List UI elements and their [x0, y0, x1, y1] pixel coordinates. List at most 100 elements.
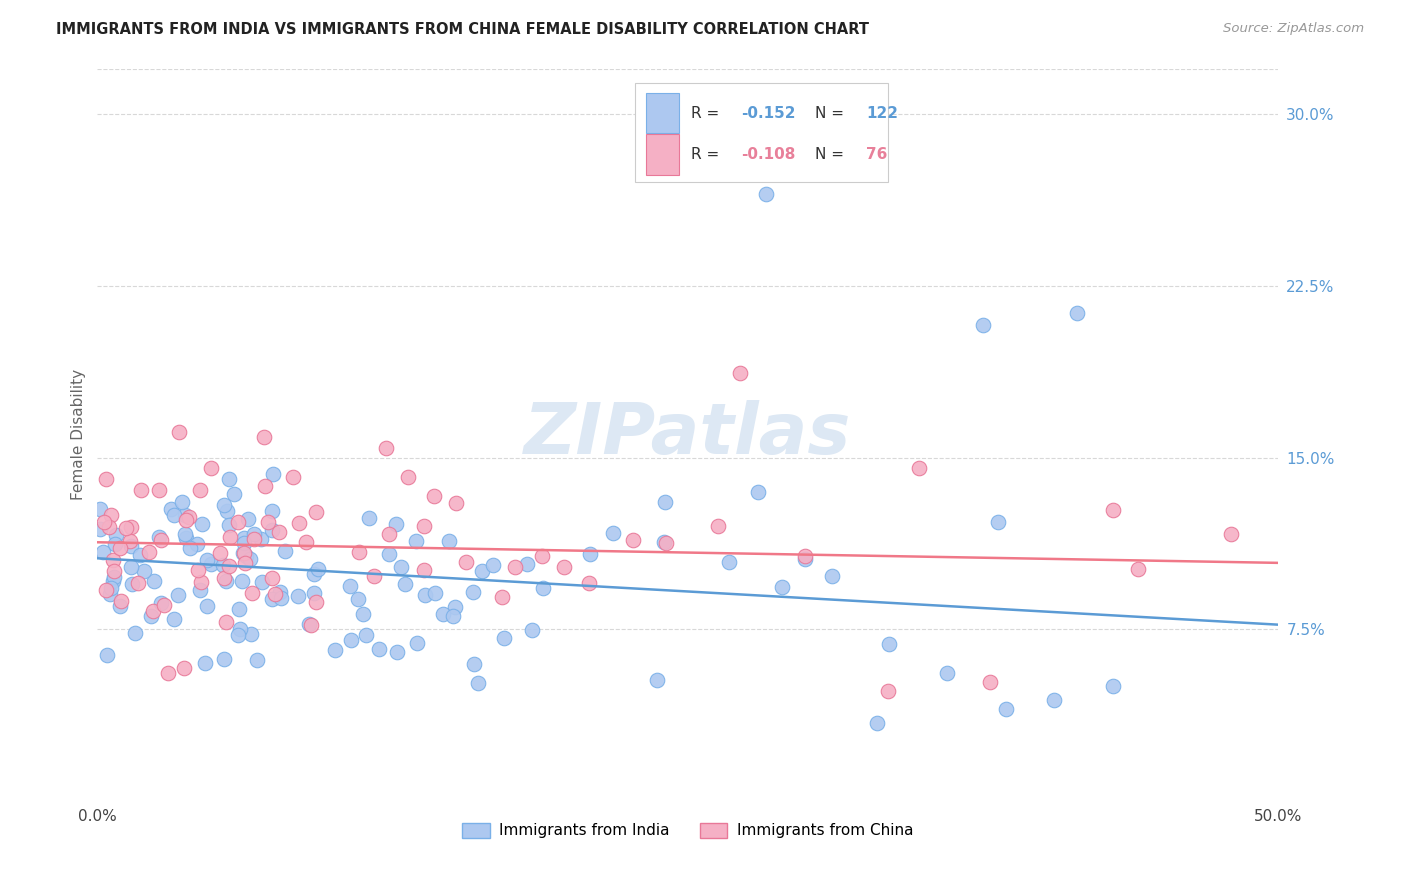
Point: [471, 564, 494, 578]
Point: [108, 599, 131, 614]
Point: [156, 665, 179, 680]
Text: R =: R =: [692, 147, 724, 162]
Point: [103, 564, 125, 578]
Point: [173, 508, 195, 522]
Point: [148, 483, 170, 498]
Text: -0.108: -0.108: [741, 147, 796, 162]
Point: [655, 536, 678, 550]
Point: [987, 516, 1010, 530]
Point: [226, 628, 249, 642]
FancyBboxPatch shape: [647, 93, 679, 133]
Point: [218, 559, 240, 574]
Point: [602, 525, 624, 540]
Point: [232, 546, 254, 560]
Point: [240, 586, 263, 600]
Point: [200, 557, 222, 571]
Point: [865, 716, 887, 731]
Point: [298, 617, 321, 632]
Point: [378, 527, 401, 541]
Point: [170, 494, 193, 508]
Point: [270, 591, 292, 606]
Text: R =: R =: [692, 105, 724, 120]
Point: [1101, 680, 1123, 694]
Point: [463, 585, 485, 599]
Point: [98, 587, 121, 601]
Point: [263, 586, 285, 600]
Point: [908, 461, 931, 475]
Point: [260, 571, 283, 585]
Point: [173, 661, 195, 675]
Point: [432, 607, 454, 621]
Point: [492, 632, 515, 646]
Point: [143, 574, 166, 588]
Legend: Immigrants from India, Immigrants from China: Immigrants from India, Immigrants from C…: [456, 817, 920, 845]
Point: [91, 545, 114, 559]
Point: [747, 484, 769, 499]
Point: [728, 366, 751, 380]
Point: [406, 636, 429, 650]
Point: [214, 571, 236, 585]
Point: [190, 517, 212, 532]
Point: [262, 467, 284, 482]
Point: [160, 502, 183, 516]
Point: [412, 519, 434, 533]
Point: [100, 508, 122, 523]
Point: [239, 627, 262, 641]
Point: [972, 318, 994, 332]
Point: [187, 563, 209, 577]
Point: [93, 515, 115, 529]
Text: Source: ZipAtlas.com: Source: ZipAtlas.com: [1223, 22, 1364, 36]
Point: [163, 508, 186, 523]
Point: [141, 608, 163, 623]
Point: [821, 568, 844, 582]
Point: [89, 502, 111, 516]
Point: [1126, 562, 1149, 576]
Point: [212, 498, 235, 512]
Point: [222, 487, 245, 501]
Point: [120, 533, 142, 548]
Point: [288, 516, 311, 530]
Point: [413, 588, 436, 602]
Point: [262, 592, 284, 607]
FancyBboxPatch shape: [634, 83, 889, 182]
Point: [1219, 527, 1241, 541]
Point: [439, 534, 461, 549]
Point: [305, 505, 328, 519]
Point: [179, 541, 201, 556]
Point: [645, 673, 668, 687]
Point: [260, 504, 283, 518]
Point: [96, 648, 118, 662]
Point: [195, 599, 218, 613]
Text: 122: 122: [866, 105, 898, 120]
Point: [531, 581, 554, 595]
Point: [995, 702, 1018, 716]
Point: [233, 535, 256, 549]
Point: [378, 547, 401, 561]
Point: [232, 546, 254, 560]
Point: [283, 469, 305, 483]
Point: [212, 558, 235, 572]
Point: [347, 592, 370, 607]
Point: [302, 567, 325, 582]
Point: [238, 512, 260, 526]
Point: [246, 652, 269, 666]
Point: [793, 549, 815, 564]
Point: [252, 430, 274, 444]
Point: [162, 612, 184, 626]
Point: [188, 582, 211, 597]
Point: [467, 676, 489, 690]
Text: -0.152: -0.152: [741, 105, 796, 120]
Point: [167, 425, 190, 439]
Point: [405, 534, 427, 549]
Point: [120, 559, 142, 574]
Point: [233, 531, 256, 545]
Point: [103, 574, 125, 588]
Point: [770, 580, 793, 594]
Point: [441, 609, 464, 624]
Point: [231, 574, 253, 588]
Point: [530, 549, 553, 563]
Point: [340, 633, 363, 648]
Point: [250, 532, 273, 546]
Point: [134, 564, 156, 578]
Point: [124, 626, 146, 640]
